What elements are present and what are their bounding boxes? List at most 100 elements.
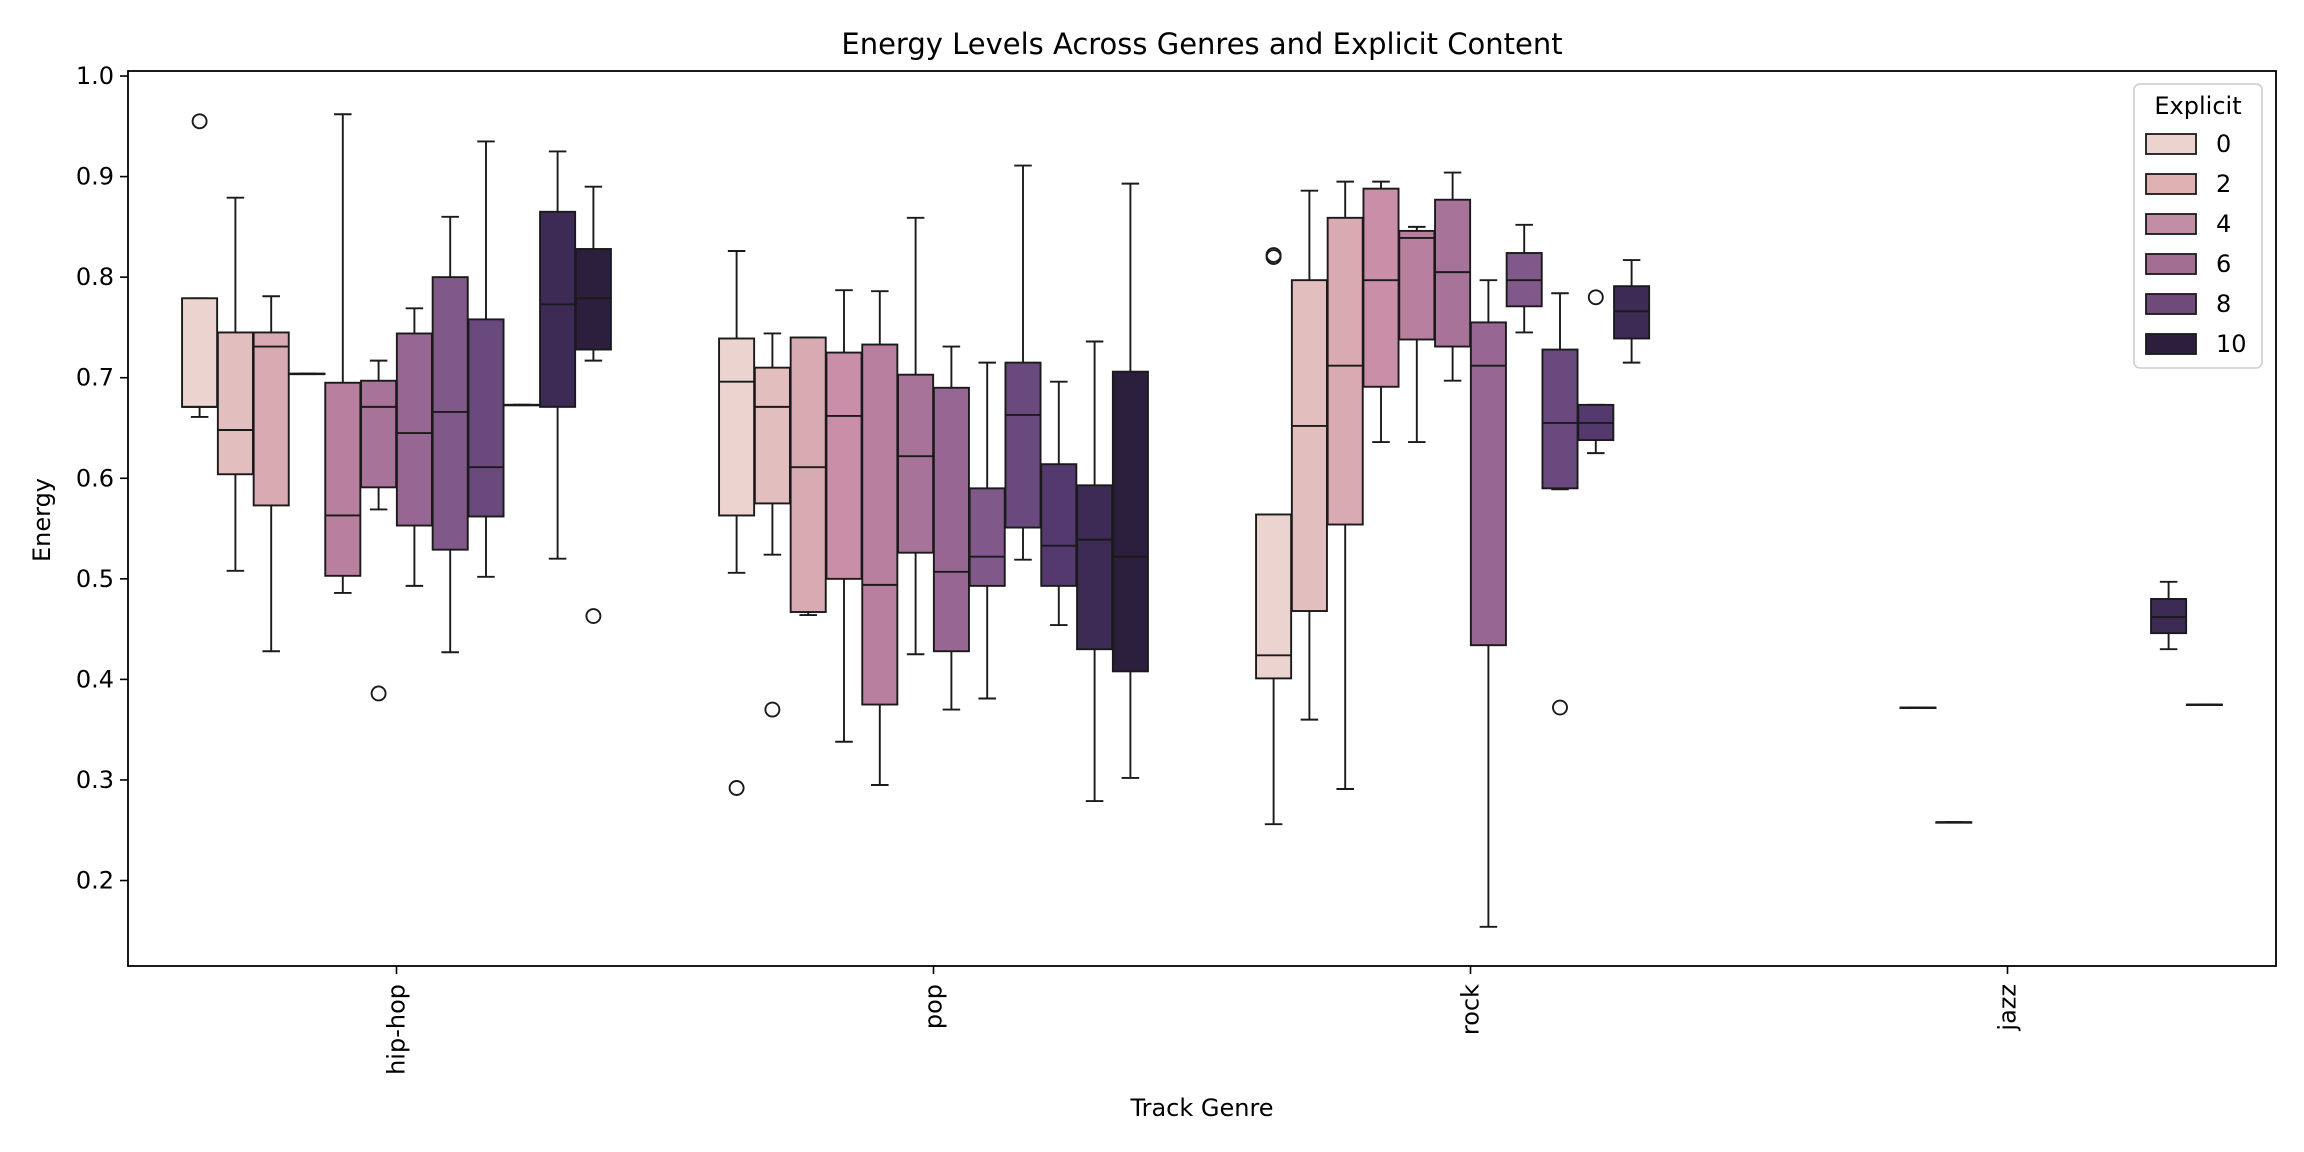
- box-body: [252, 331, 290, 507]
- box-body: [1255, 513, 1293, 680]
- box-rock-8: [1541, 292, 1579, 716]
- box-body: [789, 336, 827, 613]
- box-body: [1434, 198, 1472, 348]
- box-hip-hop-0: [181, 113, 219, 418]
- legend-swatch: [2145, 133, 2197, 155]
- legend-swatch: [2145, 333, 2197, 355]
- y-axis-label: Energy: [28, 478, 56, 562]
- x-axis-ticks: hip-hop pop rock jazz: [383, 966, 2022, 1075]
- box-pop-4: [861, 290, 899, 786]
- box-body: [467, 318, 505, 518]
- box-rock-6: [1469, 279, 1507, 928]
- box-body: [1076, 484, 1114, 651]
- box-jazz-10: [2150, 580, 2188, 651]
- box-jazz-3: [1899, 706, 1937, 710]
- box-outlier: [764, 701, 781, 718]
- box-hip-hop-1: [216, 196, 254, 572]
- box-outlier: [370, 685, 387, 702]
- box-body: [181, 297, 219, 408]
- box-body: [932, 386, 970, 653]
- box-hip-hop-10: [539, 150, 577, 560]
- box-body: [825, 351, 863, 580]
- y-tick-label: 0.9: [76, 163, 114, 191]
- box-body: [897, 373, 935, 554]
- legend-label: 8: [2216, 290, 2231, 318]
- x-tick-label: jazz: [1994, 984, 2022, 1032]
- box-pop-7: [968, 361, 1006, 700]
- box-pop-5: [897, 216, 935, 656]
- legend-swatch: [2145, 253, 2197, 275]
- box-rock-2: [1326, 180, 1364, 790]
- box-body: [574, 248, 612, 351]
- box-rock-10: [1613, 259, 1651, 364]
- box-pop-9: [1040, 380, 1078, 627]
- legend-swatch: [2145, 293, 2197, 315]
- box-pop-11: [1111, 182, 1149, 779]
- box-body: [324, 381, 362, 577]
- box-body: [1290, 279, 1328, 612]
- box-pop-10: [1076, 340, 1114, 803]
- box-hip-hop-7: [431, 215, 469, 654]
- box-body: [1040, 463, 1078, 587]
- box-body: [1469, 321, 1507, 647]
- box-rock-3: [1362, 180, 1400, 444]
- box-outlier: [1552, 699, 1568, 716]
- legend-label: 4: [2216, 210, 2231, 238]
- box-outlier: [191, 113, 208, 130]
- box-rock-7: [1505, 223, 1543, 334]
- y-tick-label: 0.8: [76, 263, 114, 291]
- box-body: [216, 331, 254, 476]
- y-tick-label: 0.4: [76, 665, 114, 693]
- box-body: [431, 276, 469, 551]
- box-outlier: [1587, 289, 1604, 306]
- box-body: [2150, 597, 2188, 635]
- box-body: [539, 210, 577, 408]
- plot-frame: [127, 70, 2277, 967]
- box-body: [1613, 285, 1651, 340]
- legend-label: 6: [2216, 250, 2231, 278]
- box-pop-2: [789, 336, 827, 616]
- box-body: [718, 337, 756, 517]
- box-rock-9: [1577, 289, 1615, 455]
- x-tick-label: pop: [920, 984, 948, 1029]
- box-hip-hop-9: [503, 403, 541, 407]
- x-axis-label: Track Genre: [1129, 1094, 1273, 1122]
- box-outlier: [1265, 247, 1282, 263]
- box-jazz-11: [2185, 703, 2223, 706]
- y-axis-ticks: 0.2 0.3 0.4 0.5 0.6 0.7 0.8 0.9 1.0: [76, 62, 128, 895]
- legend: Explicit 0 2 4 6 8 10: [2133, 83, 2263, 369]
- box-body: [360, 379, 398, 489]
- box-hip-hop-11: [574, 185, 612, 624]
- box-pop-6: [932, 345, 970, 711]
- box-body: [1111, 370, 1149, 673]
- box-body: [861, 343, 899, 706]
- legend-title: Explicit: [2154, 92, 2241, 120]
- y-tick-label: 1.0: [76, 62, 114, 90]
- box-hip-hop-2: [252, 295, 290, 653]
- y-tick-label: 0.2: [76, 867, 114, 895]
- x-tick-label: rock: [1457, 984, 1485, 1035]
- box-body: [1362, 187, 1400, 388]
- box-pop-0: [718, 250, 756, 796]
- box-body: [753, 366, 791, 505]
- box-body: [1398, 229, 1436, 341]
- y-tick-label: 0.6: [76, 464, 114, 492]
- box-hip-hop-4: [324, 113, 362, 594]
- box-pop-3: [825, 289, 863, 743]
- box-pop-8: [1004, 164, 1042, 561]
- legend-label: 10: [2216, 330, 2247, 358]
- box-body: [1326, 216, 1364, 526]
- box-body: [395, 332, 433, 527]
- box-jazz-4: [1935, 821, 1973, 824]
- box-body: [968, 487, 1006, 587]
- x-tick-label: hip-hop: [383, 984, 411, 1075]
- box-outlier: [585, 608, 602, 624]
- legend-label: 2: [2216, 170, 2231, 198]
- plot-area: [181, 113, 2223, 928]
- y-tick-label: 0.5: [76, 565, 114, 593]
- legend-swatch: [2145, 213, 2197, 235]
- box-rock-1: [1290, 189, 1328, 721]
- box-outlier: [728, 780, 745, 796]
- chart-title: Energy Levels Across Genres and Explicit…: [841, 27, 1562, 61]
